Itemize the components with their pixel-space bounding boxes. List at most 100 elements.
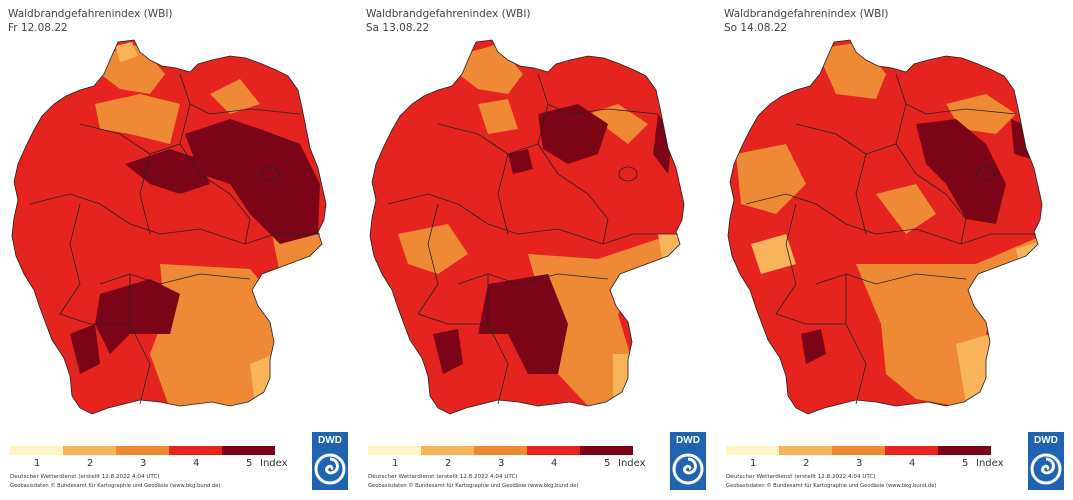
state-border	[387, 193, 678, 245]
map-area-class3	[478, 99, 518, 134]
map-area-class5	[95, 279, 180, 354]
state-border	[895, 73, 1017, 115]
legend-label: 2	[87, 458, 94, 469]
state-border	[179, 73, 301, 115]
country-border	[369, 39, 685, 415]
legend-swatch-1	[10, 446, 63, 455]
map-area-class5	[478, 274, 568, 374]
legend-swatch-3	[116, 446, 169, 455]
legend-unit: Index	[618, 458, 646, 469]
legend-swatch-4	[169, 446, 222, 455]
dwd-logo: DWD	[312, 432, 348, 490]
map-area-class3	[150, 264, 280, 409]
wbi-panel-fri: Waldbrandgefahrenindex (WBI) Fr 12.08.22	[0, 0, 357, 500]
legend-label: 1	[34, 458, 41, 469]
state-border	[29, 193, 320, 245]
legend-swatch-2	[63, 446, 116, 455]
legend-label: 4	[551, 458, 558, 469]
legend-label: 2	[445, 458, 452, 469]
country-border	[11, 39, 327, 415]
state-border	[79, 123, 181, 155]
map-area-class5	[538, 104, 608, 164]
state-border	[815, 273, 967, 285]
state-border	[487, 274, 509, 405]
berlin-border	[618, 166, 638, 182]
legend-label: 3	[856, 458, 863, 469]
legend-swatch-5	[938, 446, 991, 455]
dwd-logo-text: DWD	[318, 435, 342, 446]
legend-color-bar	[368, 446, 633, 455]
dwd-logo: DWD	[670, 432, 706, 490]
footer-geodata: Geobasisdaten © Bundesamt für Kartograph…	[10, 483, 221, 489]
state-border	[179, 103, 251, 245]
map-area-class5	[801, 329, 826, 364]
map-area-class3	[588, 104, 648, 144]
legend-swatch-3	[832, 446, 885, 455]
legend-swatch-5	[222, 446, 275, 455]
legend-labels: 1 2 3 4 5 Index	[726, 458, 1006, 470]
state-border	[537, 73, 659, 115]
map-area-class2	[658, 234, 684, 264]
state-border	[497, 153, 509, 235]
state-border	[537, 103, 609, 245]
state-border	[775, 313, 846, 325]
footer-geodata: Geobasisdaten © Bundesamt für Kartograph…	[726, 483, 937, 489]
state-border	[845, 274, 867, 405]
wbi-panel-sat: Waldbrandgefahrenindex (WBI) Sa 13.08.22	[358, 0, 715, 500]
legend-label: 1	[392, 458, 399, 469]
legend-label: 4	[909, 458, 916, 469]
germany-fire-map	[369, 39, 685, 415]
map-area-class5	[125, 149, 210, 194]
wbi-panel-sun: Waldbrandgefahrenindex (WBI) So 14.08.22	[716, 0, 1073, 500]
state-border	[59, 313, 130, 325]
map-area-class5	[508, 149, 533, 174]
state-border	[417, 203, 439, 315]
map-area-class5	[70, 324, 100, 374]
map-area-class5	[1011, 119, 1034, 159]
state-border	[99, 273, 251, 285]
state-border	[457, 273, 609, 285]
dwd-swirl-icon	[1030, 453, 1062, 485]
legend-labels: 1 2 3 4 5 Index	[10, 458, 290, 470]
state-border	[775, 203, 797, 315]
legend-swatch-2	[779, 446, 832, 455]
panel-title: Waldbrandgefahrenindex (WBI)	[366, 8, 531, 20]
legend-label: 5	[604, 458, 611, 469]
berlin-border	[976, 166, 996, 182]
panel-title: Waldbrandgefahrenindex (WBI)	[724, 8, 889, 20]
state-border	[417, 313, 488, 325]
legend-color-bar	[10, 446, 275, 455]
berlin-border	[260, 166, 280, 182]
legend-unit: Index	[976, 458, 1004, 469]
legend-label: 2	[803, 458, 810, 469]
legend-label: 3	[498, 458, 505, 469]
map-area-class2	[751, 234, 796, 274]
country-border	[727, 39, 1043, 415]
legend-label: 4	[193, 458, 200, 469]
legend-labels: 1 2 3 4 5 Index	[368, 458, 648, 470]
map-area-class5	[433, 329, 463, 374]
legend-swatch-4	[527, 446, 580, 455]
footer-credit: Deutscher Wetterdienst (erstellt 12.8.20…	[368, 474, 518, 480]
panel-title: Waldbrandgefahrenindex (WBI)	[8, 8, 173, 20]
legend-label: 5	[962, 458, 969, 469]
panel-date: Fr 12.08.22	[8, 22, 68, 34]
legend-unit: Index	[260, 458, 288, 469]
state-border	[437, 123, 539, 155]
map-area-class3	[210, 79, 260, 114]
dwd-swirl-icon	[314, 453, 346, 485]
legend-label: 1	[750, 458, 757, 469]
germany-fire-map	[727, 39, 1043, 415]
map-area-class3	[398, 224, 468, 274]
legend-label: 5	[246, 458, 253, 469]
state-border	[795, 123, 897, 155]
state-border	[139, 153, 151, 235]
map-area-class2	[115, 42, 138, 62]
panel-date: Sa 13.08.22	[366, 22, 430, 34]
dwd-swirl-icon	[672, 453, 704, 485]
map-area-class3	[876, 184, 936, 234]
map-area-class5	[185, 119, 320, 244]
map-area-class3	[95, 94, 180, 144]
state-border	[59, 203, 81, 315]
legend-swatch-5	[580, 446, 633, 455]
